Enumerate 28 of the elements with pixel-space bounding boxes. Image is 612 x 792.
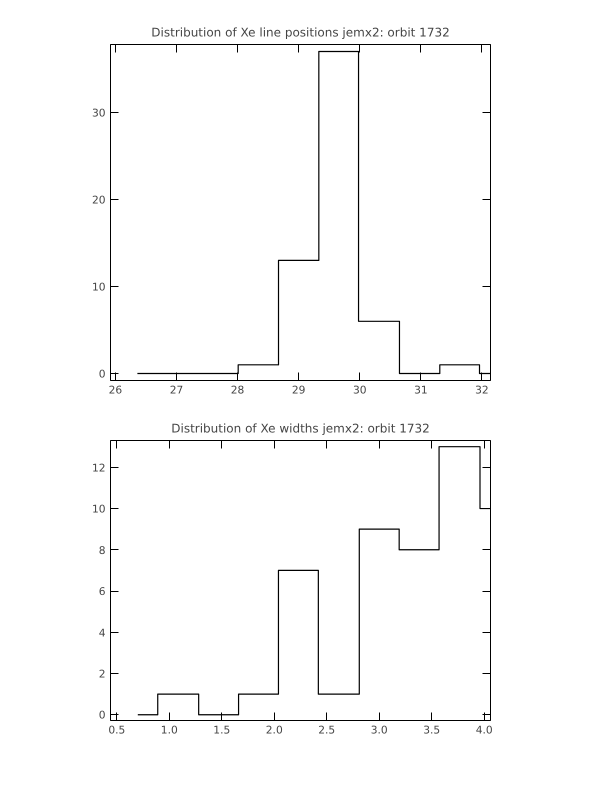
chart-title: Distribution of Xe line positions jemx2: orbit 1732 <box>151 26 450 40</box>
x-tick-label: 29 <box>292 384 306 396</box>
x-tick-label: 1.0 <box>160 724 178 736</box>
y-tick-label: 2 <box>98 667 106 680</box>
y-tick-label: 30 <box>92 106 106 120</box>
y-tick-label: 20 <box>92 193 106 206</box>
x-tick-label: 3.5 <box>423 724 440 736</box>
x-tick-label: 4.0 <box>476 724 493 736</box>
y-tick-label: 4 <box>98 626 106 640</box>
y-tick-label: 0 <box>98 708 106 722</box>
x-tick-label: 2.0 <box>266 724 283 736</box>
x-tick-label: 1.5 <box>213 724 230 736</box>
y-tick-label: 10 <box>92 280 106 294</box>
x-tick-label: 28 <box>230 384 245 396</box>
x-tick-label: 26 <box>108 384 122 396</box>
x-tick-label: 3.0 <box>370 724 388 736</box>
x-tick-label: 0.5 <box>108 724 126 736</box>
y-tick-label: 12 <box>92 461 106 474</box>
y-tick-label: 0 <box>98 368 106 381</box>
x-tick-label: 27 <box>170 384 184 396</box>
chart-title: Distribution of Xe widths jemx2: orbit 1732 <box>171 422 430 436</box>
x-tick-label: 32 <box>475 384 489 396</box>
x-tick-label: 30 <box>352 384 367 396</box>
y-tick-label: 10 <box>92 502 106 516</box>
y-tick-label: 6 <box>98 585 106 598</box>
x-tick-label: 2.5 <box>318 724 336 736</box>
y-tick-label: 8 <box>98 544 106 557</box>
x-tick-label: 31 <box>414 384 428 396</box>
